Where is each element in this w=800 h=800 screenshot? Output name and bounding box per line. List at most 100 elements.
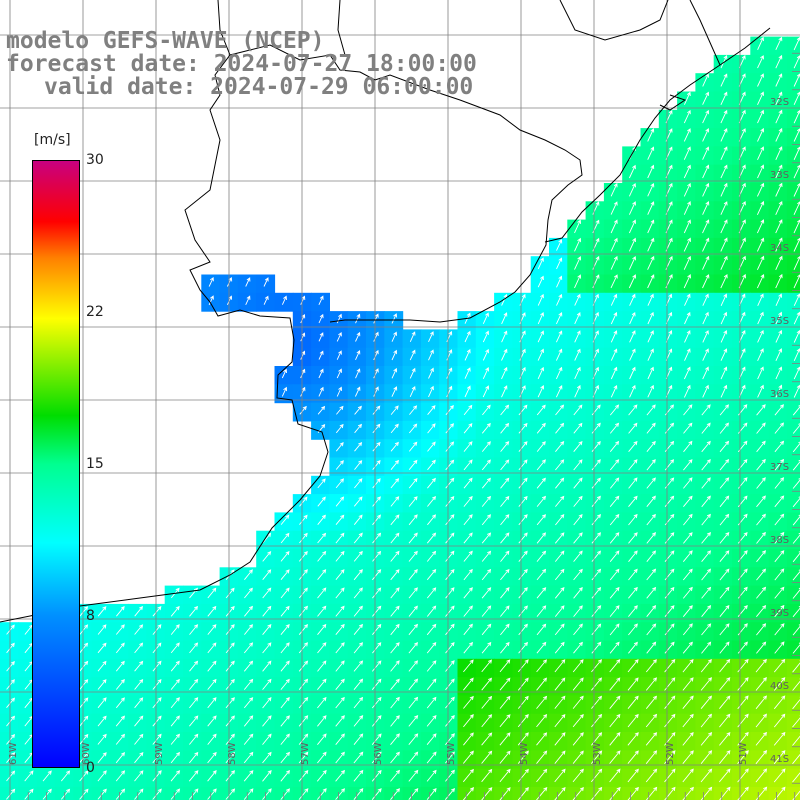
- wind-arrow: [756, 568, 766, 581]
- wind-arrow: [462, 787, 475, 800]
- wind-arrow: [664, 731, 676, 746]
- wind-arrow: [463, 641, 474, 654]
- wind-arrow: [152, 624, 162, 635]
- wind-arrow: [316, 788, 327, 800]
- wind-arrow: [702, 274, 710, 289]
- wind-arrow: [427, 423, 436, 434]
- wind-cell: [786, 567, 800, 587]
- wind-arrow: [629, 348, 636, 361]
- wind-arrow: [702, 201, 710, 215]
- wind-arrow: [501, 366, 508, 380]
- wind-arrow: [719, 477, 730, 489]
- wind-arrow: [426, 696, 437, 709]
- wind-arrow: [426, 714, 437, 727]
- wind-cell: [0, 786, 19, 800]
- wind-arrow: [609, 659, 621, 673]
- wind-cell: [786, 768, 800, 788]
- wind-arrow: [701, 568, 711, 581]
- wind-cell: [786, 732, 800, 751]
- wind-arrow: [427, 495, 436, 507]
- wind-arrow: [775, 109, 783, 124]
- wind-arrow: [300, 386, 306, 397]
- wind-arrow: [645, 677, 658, 691]
- wind-arrow: [536, 568, 547, 581]
- wind-arrow: [719, 604, 730, 617]
- wind-arrow: [702, 182, 710, 197]
- wind-arrow: [463, 732, 474, 746]
- wind-arrow: [482, 330, 489, 343]
- wind-arrow: [152, 715, 162, 727]
- wind-cell: [786, 457, 800, 477]
- wind-arrow: [792, 788, 800, 800]
- wind-arrow: [463, 495, 473, 507]
- wind-arrow: [481, 495, 492, 507]
- wind-arrow: [628, 586, 638, 599]
- wind-arrow: [720, 109, 728, 124]
- wind-arrow: [115, 678, 125, 690]
- wind-arrow: [390, 514, 400, 526]
- wind-arrow: [24, 770, 34, 782]
- wind-arrow: [720, 182, 728, 197]
- wind-arrow: [645, 768, 658, 783]
- wind-arrow: [683, 459, 693, 471]
- wind-arrow: [115, 751, 125, 764]
- wind-arrow: [481, 695, 493, 709]
- wind-arrow: [318, 386, 324, 397]
- wind-arrow: [6, 715, 15, 727]
- wind-arrow: [702, 330, 709, 343]
- wind-arrow: [683, 219, 691, 234]
- wind-arrow: [335, 550, 345, 562]
- wind-arrow: [355, 313, 361, 324]
- wind-arrow: [628, 201, 636, 215]
- wind-arrow: [353, 715, 364, 727]
- wind-arrow: [683, 274, 691, 289]
- wind-arrow: [775, 200, 783, 215]
- wind-arrow: [335, 733, 345, 745]
- wind-arrow: [225, 642, 235, 654]
- wind-arrow: [280, 550, 290, 562]
- wind-arrow: [647, 182, 655, 197]
- wind-arrow: [701, 604, 712, 617]
- wind-arrow: [720, 311, 728, 325]
- wind-arrow: [446, 367, 453, 379]
- wind-arrow: [609, 532, 620, 544]
- wind-arrow: [298, 642, 308, 654]
- wind-arrow: [682, 568, 693, 581]
- wind-arrow: [628, 605, 638, 617]
- wind-arrow: [646, 641, 657, 654]
- wind-arrow: [793, 274, 800, 289]
- wind-arrow: [317, 532, 327, 544]
- wind-arrow: [590, 786, 603, 800]
- wind-arrow: [701, 623, 712, 636]
- wind-cell: [786, 439, 800, 459]
- wind-arrow: [647, 146, 655, 160]
- wind-arrow: [647, 330, 654, 343]
- wind-arrow: [318, 295, 324, 305]
- wind-arrow: [683, 146, 691, 160]
- wind-arrow: [610, 274, 618, 289]
- wind-arrow: [756, 604, 767, 617]
- wind-arrow: [628, 404, 638, 416]
- wind-arrow: [372, 569, 382, 581]
- wind-arrow: [79, 715, 89, 727]
- wind-arrow: [628, 532, 638, 544]
- wind-arrow: [720, 73, 728, 87]
- wind-arrow: [408, 477, 418, 489]
- wind-arrow: [610, 330, 618, 343]
- colorbar-tick-0: 0: [86, 760, 95, 776]
- wind-arrow: [610, 237, 618, 252]
- wind-arrow: [572, 750, 584, 764]
- wind-arrow: [628, 623, 638, 636]
- wind-arrow: [463, 677, 474, 691]
- wind-arrow: [189, 605, 198, 617]
- wind-arrow: [756, 404, 766, 416]
- border-lines: [217, 0, 721, 111]
- wind-arrow: [757, 73, 764, 87]
- wind-arrow: [775, 36, 783, 50]
- wind-arrow: [518, 441, 528, 452]
- lat-label: 41S: [770, 754, 789, 765]
- wind-arrow: [335, 514, 345, 525]
- wind-arrow: [115, 733, 125, 745]
- wind-arrow: [554, 677, 566, 691]
- wind-arrow: [756, 550, 767, 563]
